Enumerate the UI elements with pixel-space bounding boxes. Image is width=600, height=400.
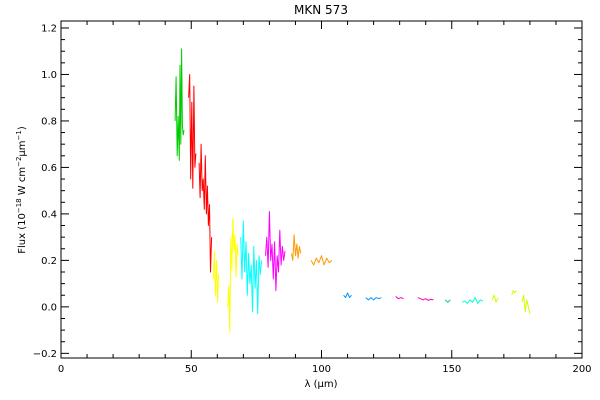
y-axis-label-mid: W cm (17, 167, 28, 198)
spectrum-segment-2 (188, 74, 197, 189)
spectrum-segment-11 (365, 297, 382, 301)
spectrum-segment-17 (511, 290, 517, 296)
spectrum-segment-9 (310, 255, 333, 266)
y-axis-label-prefix: Flux (10 (17, 213, 28, 254)
y-axis-label: Flux (10−18 W cm−2μm−1) (15, 126, 28, 254)
y-axis-label-suffix: ) (17, 126, 28, 130)
x-tick-label: 50 (185, 364, 198, 375)
y-axis-label-exp3: −1 (15, 130, 23, 140)
x-tick-label: 150 (442, 364, 461, 375)
y-axis-label-exp2: −2 (15, 157, 23, 167)
x-axis-label: λ (μm) (304, 379, 337, 390)
y-tick-label: 0.2 (41, 256, 57, 267)
spectrum-segment-18 (521, 294, 531, 314)
spectrum-segment-1 (174, 48, 185, 161)
spectrum-segment-7 (265, 211, 286, 292)
chart-title: MKN 573 (294, 3, 348, 17)
x-tick-label: 0 (58, 364, 64, 375)
y-axis-label-exp1: −18 (15, 198, 23, 213)
spectrum-segment-10 (343, 292, 352, 299)
y-tick-label: −0.2 (33, 349, 57, 360)
plot-frame (60, 20, 583, 359)
spectrum-segment-5 (227, 218, 239, 333)
spectrum-segment-4 (212, 250, 220, 303)
x-tick-label: 200 (572, 364, 591, 375)
y-tick-label: 0.6 (41, 163, 57, 174)
spectrum-segment-15 (462, 297, 484, 304)
spectrum-segment-3 (198, 143, 213, 273)
y-axis-label-mid2: μm (17, 140, 28, 156)
y-tick-label: 1.2 (41, 23, 57, 34)
y-tick-label: 0.0 (41, 302, 57, 313)
spectrum-segment-13 (417, 297, 434, 301)
ticks-layer: 0 50 100 150 200 −0.2 0.0 0.2 0.4 0.6 0.8 1.0 1.2 (33, 21, 592, 375)
spectrum-segment-16 (491, 294, 499, 303)
spectrum-segment-8 (291, 234, 302, 261)
y-tick-label: 0.4 (41, 209, 57, 220)
x-tick-label: 100 (312, 364, 331, 375)
y-tick-label: 0.8 (41, 116, 57, 127)
spectrum-segment-12 (395, 296, 404, 300)
spectrum-segment-14 (444, 299, 451, 303)
y-tick-label: 1.0 (41, 70, 57, 81)
series-layer (174, 48, 531, 333)
spectrum-segment-6 (240, 220, 263, 315)
